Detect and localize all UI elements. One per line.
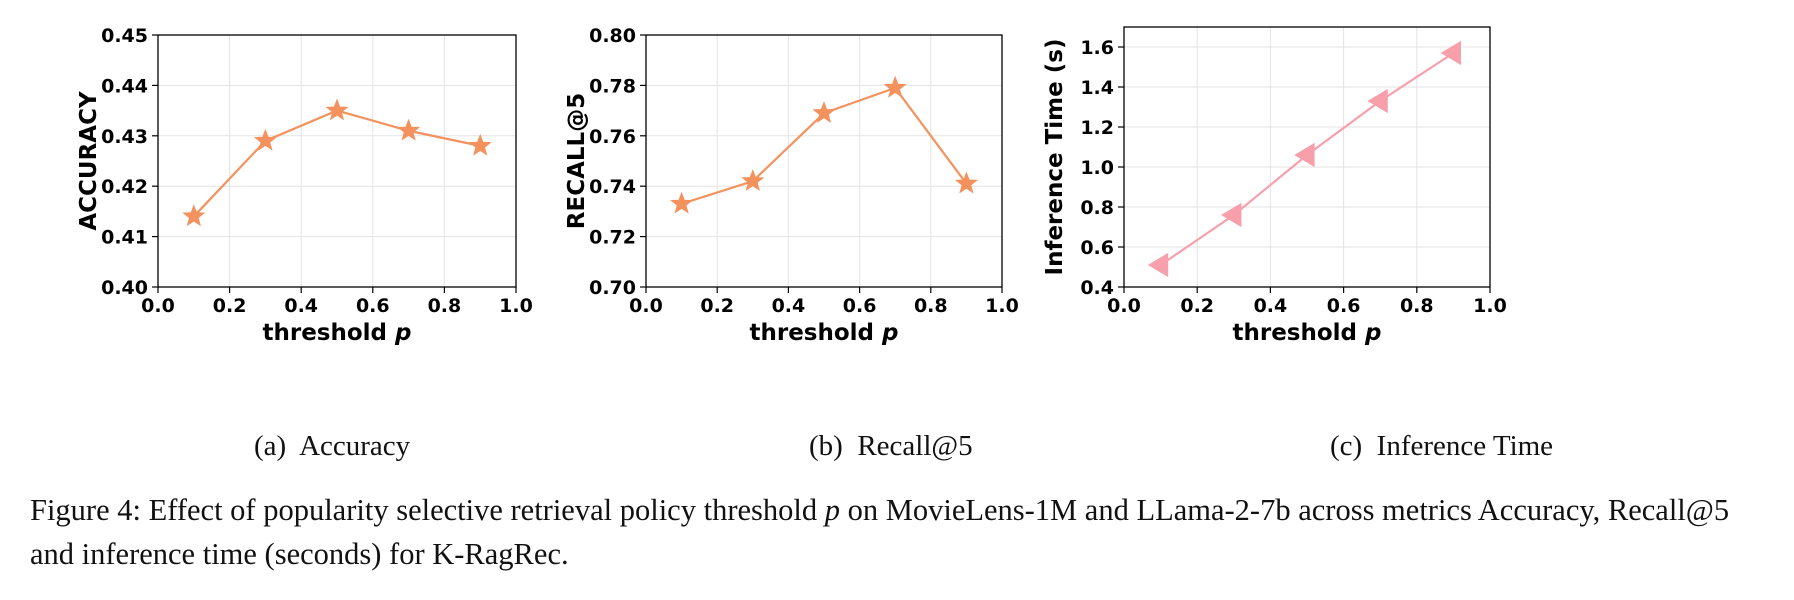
data-point [954, 171, 978, 194]
data-point [1294, 142, 1315, 168]
x-tick-label: 0.2 [213, 295, 247, 317]
x-tick-label: 0.6 [843, 295, 877, 317]
x-axis-label-text: threshold [263, 320, 396, 346]
data-point [1440, 40, 1461, 66]
y-axis-label: Inference Time (s) [1042, 39, 1068, 276]
series-line [193, 109, 481, 218]
chart-panel-0: 0.0 0.2 0.4 0.6 0.8 1.0 0.40 0.41 0.42 0.43 0.44 0.… [76, 25, 533, 346]
y-tick-label: 1.6 [1080, 37, 1114, 59]
x-axis-label: threshold p [263, 320, 412, 346]
data-point [1147, 252, 1169, 278]
x-tick-label: 0.2 [1180, 295, 1214, 317]
figure: 0.0 0.2 0.4 0.6 0.8 1.0 0.40 0.41 0.42 0.43 0.44 0.… [76, 25, 1507, 346]
y-tick-label: 0.41 [101, 227, 148, 249]
y-axis-label: ACCURACY [76, 91, 102, 231]
chart-panel-1: 0.0 0.2 0.4 0.6 0.8 1.0 0.70 0.72 0.74 0.76 0.78 0.… [564, 25, 1019, 346]
x-axis-label: threshold p [1233, 320, 1382, 346]
y-tick-label: 1.4 [1080, 77, 1114, 99]
data-point [182, 204, 206, 227]
x-axis-label-var: p [394, 320, 411, 346]
x-tick-label: 0.8 [428, 295, 462, 317]
x-tick-label: 1.0 [985, 295, 1019, 317]
x-tick-label: 0.4 [284, 295, 318, 317]
y-tick-label: 0.70 [589, 277, 636, 299]
subcaption-b: (b) Recall@5 [809, 430, 973, 462]
x-tick-label: 0.2 [700, 295, 734, 317]
x-tick-label: 0.4 [772, 295, 806, 317]
x-axis-label: threshold p [750, 320, 899, 346]
plot-frame [1123, 26, 1491, 288]
x-tick-label: 0.6 [1327, 295, 1361, 317]
caption-suffix: on MovieLens-1M and LLama-2-7b across me… [30, 493, 1730, 571]
data-point [670, 191, 694, 214]
x-axis-label-text: threshold [750, 320, 883, 346]
y-tick-label: 0.40 [101, 277, 148, 299]
x-tick-label: 1.0 [1473, 295, 1507, 317]
y-tick-label: 0.42 [101, 176, 148, 198]
y-tick-label: 1.2 [1080, 117, 1114, 139]
y-tick-label: 0.72 [589, 227, 636, 249]
x-tick-label: 0.6 [356, 295, 390, 317]
x-tick-label: 0.8 [1400, 295, 1434, 317]
x-axis-label-var: p [1364, 320, 1381, 346]
data-point [883, 75, 907, 98]
y-tick-label: 0.74 [589, 176, 636, 198]
data-point [468, 133, 492, 156]
y-tick-label: 0.78 [589, 75, 636, 97]
data-point [741, 169, 765, 191]
data-point [325, 98, 349, 121]
data-point [1367, 88, 1388, 114]
x-axis-label-var: p [881, 320, 898, 346]
data-point [397, 118, 421, 141]
x-axis-label-text: threshold [1233, 320, 1366, 346]
x-tick-label: 0.8 [914, 295, 948, 317]
y-tick-label: 0.8 [1080, 197, 1114, 219]
y-tick-label: 0.4 [1080, 277, 1114, 299]
data-point [253, 128, 277, 151]
figure-caption: Figure 4: Effect of popularity selective… [30, 488, 1775, 576]
x-tick-label: 1.0 [499, 295, 533, 317]
subcaption-c: (c) Inference Time [1330, 430, 1554, 462]
chart-panel-2: 0.0 0.2 0.4 0.6 0.8 1.0 0.4 0.6 0.8 1.0 1.2 1.4 1.6 t… [1042, 26, 1507, 346]
x-tick-label: 0.0 [141, 295, 175, 317]
y-tick-label: 1.0 [1080, 157, 1114, 179]
y-tick-label: 0.76 [589, 126, 636, 148]
caption-prefix: Figure 4: Effect of popularity selective… [30, 493, 825, 527]
y-tick-label: 0.45 [101, 25, 148, 47]
x-tick-label: 0.4 [1254, 295, 1288, 317]
data-point [812, 100, 836, 123]
y-tick-label: 0.6 [1080, 237, 1114, 259]
y-tick-label: 0.43 [101, 126, 148, 148]
caption-var: p [824, 493, 840, 527]
y-tick-label: 0.44 [101, 75, 148, 97]
x-tick-label: 0.0 [1107, 295, 1141, 317]
plot-frame [645, 34, 1003, 288]
subcaption-a: (a) Accuracy [254, 430, 411, 462]
plot-frame [157, 34, 517, 288]
data-point [1221, 202, 1242, 228]
y-tick-label: 0.80 [589, 25, 636, 47]
x-tick-label: 0.0 [629, 295, 663, 317]
y-axis-label: RECALL@5 [564, 93, 590, 229]
